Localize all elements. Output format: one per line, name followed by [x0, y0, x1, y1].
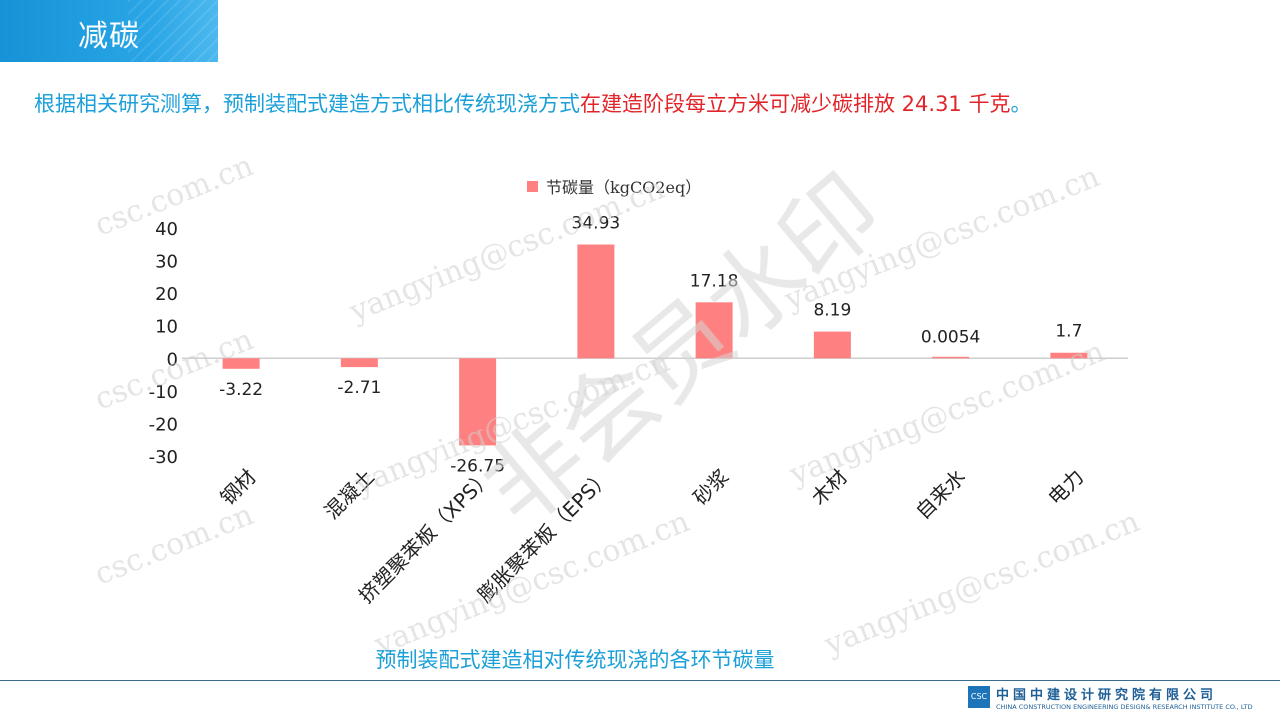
subtitle: 根据相关研究测算，预制装配式建造方式相比传统现浇方式在建造阶段每立方米可减少碳排…: [34, 88, 1031, 118]
data-label: 1.7: [1055, 322, 1082, 342]
legend-swatch: [527, 181, 538, 192]
bar: [340, 358, 378, 368]
y-tick-label: -20: [149, 414, 178, 435]
legend-label: 节碳量（kgCO2eq）: [546, 178, 701, 197]
company-name-en: CHINA CONSTRUCTION ENGINEERING DESIGN& R…: [996, 703, 1253, 711]
x-category-label: 自来水: [911, 465, 970, 524]
data-label: 17.18: [690, 271, 739, 291]
data-label: -3.22: [219, 380, 263, 400]
carbon-bar-chart: 节碳量（kgCO2eq） 40 30 20 10 0 -10 -20 -30 -3.22 钢材 -2.…: [149, 178, 1128, 608]
bar: [695, 302, 733, 359]
data-label: -2.71: [337, 378, 381, 398]
company-name-cn: 中国中建设计研究院有限公司: [996, 688, 1218, 703]
company-logo-icon: CSC: [968, 686, 990, 708]
y-tick-label: -30: [149, 447, 178, 468]
chart-caption: 预制装配式建造相对传统现浇的各环节碳量: [375, 648, 775, 672]
y-tick-label: 20: [155, 284, 178, 305]
subtitle-red-text: 在建造阶段每立方米可减少碳排放 24.31 千克: [580, 92, 1011, 116]
data-label: 0.0054: [921, 327, 980, 347]
title-bar: 减碳: [0, 0, 218, 62]
slide-title: 减碳: [78, 19, 140, 54]
bar: [813, 331, 851, 359]
y-tick-label: -10: [149, 382, 178, 403]
y-tick-label: 30: [155, 252, 178, 273]
y-tick-label: 10: [155, 317, 178, 338]
x-category-label: 砂浆: [688, 465, 733, 510]
subtitle-end: 。: [1010, 92, 1032, 116]
subtitle-blue-text: 根据相关研究测算，预制装配式建造方式相比传统现浇方式: [34, 92, 580, 116]
bar: [577, 244, 615, 359]
x-category-label: 木材: [807, 465, 852, 510]
bar: [1050, 352, 1088, 359]
data-label: -26.75: [450, 456, 505, 476]
bar: [932, 356, 970, 359]
data-label: 34.93: [572, 214, 621, 234]
footer-divider: [0, 680, 1280, 681]
bar: [222, 358, 260, 369]
x-category-label: 膨胀聚苯板（EPS）: [473, 465, 615, 607]
x-category-label: 电力: [1043, 465, 1088, 510]
data-label: 8.19: [813, 301, 851, 321]
bar: [459, 358, 497, 446]
y-tick-label: 40: [155, 219, 178, 240]
y-tick-label: 0: [167, 349, 178, 370]
x-category-label: 钢材: [215, 465, 260, 510]
x-category-label: 混凝土: [320, 465, 379, 524]
